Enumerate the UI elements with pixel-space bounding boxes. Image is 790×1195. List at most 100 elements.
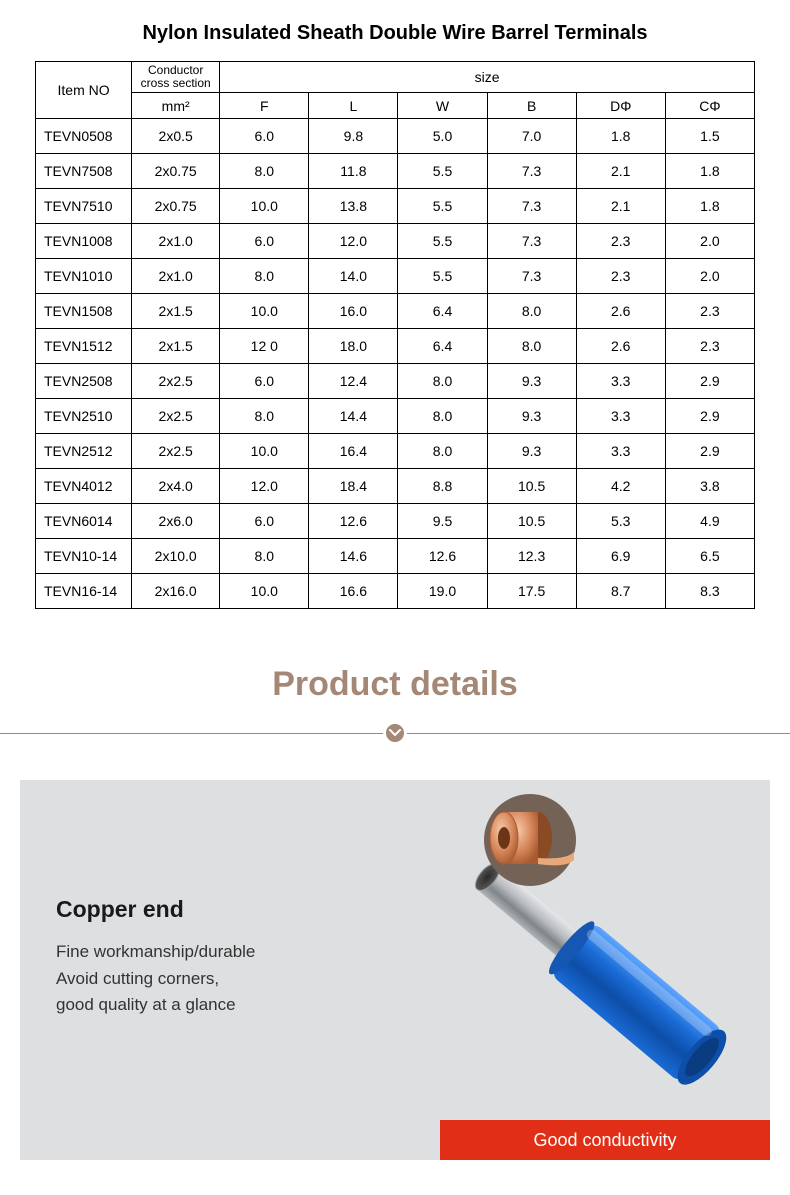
- cell-f: 6.0: [220, 364, 309, 399]
- cell-cs: 2x2.5: [132, 434, 220, 469]
- cell-w: 12.6: [398, 539, 487, 574]
- cell-b: 7.0: [487, 119, 576, 154]
- cell-l: 16.6: [309, 574, 398, 609]
- cell-b: 9.3: [487, 399, 576, 434]
- cell-d: 2.3: [576, 259, 665, 294]
- cell-c: 8.3: [665, 574, 754, 609]
- cell-d: 3.3: [576, 434, 665, 469]
- cell-l: 16.4: [309, 434, 398, 469]
- cell-item: TEVN7510: [36, 189, 132, 224]
- cell-item: TEVN1010: [36, 259, 132, 294]
- cell-c: 2.9: [665, 364, 754, 399]
- cell-c: 2.3: [665, 329, 754, 364]
- cell-cs: 2x0.5: [132, 119, 220, 154]
- cell-f: 10.0: [220, 294, 309, 329]
- table-row: TEVN15082x1.510.016.06.48.02.62.3: [36, 294, 755, 329]
- cell-w: 5.5: [398, 189, 487, 224]
- product-heading: Copper end: [56, 896, 255, 923]
- cell-b: 7.3: [487, 189, 576, 224]
- cell-item: TEVN1512: [36, 329, 132, 364]
- cell-l: 11.8: [309, 154, 398, 189]
- cell-b: 17.5: [487, 574, 576, 609]
- cell-b: 7.3: [487, 224, 576, 259]
- cell-f: 6.0: [220, 224, 309, 259]
- cell-cs: 2x1.5: [132, 294, 220, 329]
- cell-d: 2.1: [576, 189, 665, 224]
- col-c: CΦ: [665, 93, 754, 119]
- cell-f: 12.0: [220, 469, 309, 504]
- table-row: TEVN15122x1.512 018.06.48.02.62.3: [36, 329, 755, 364]
- table-row: TEVN25102x2.58.014.48.09.33.32.9: [36, 399, 755, 434]
- table-row: TEVN75082x0.758.011.85.57.32.11.8: [36, 154, 755, 189]
- col-l: L: [309, 93, 398, 119]
- cell-cs: 2x1.5: [132, 329, 220, 364]
- cell-l: 14.6: [309, 539, 398, 574]
- cell-cs: 2x0.75: [132, 154, 220, 189]
- cell-item: TEVN16-14: [36, 574, 132, 609]
- cell-cs: 2x4.0: [132, 469, 220, 504]
- col-size: size: [220, 62, 755, 93]
- col-b: B: [487, 93, 576, 119]
- cell-l: 16.0: [309, 294, 398, 329]
- cell-cs: 2x2.5: [132, 399, 220, 434]
- cell-c: 1.8: [665, 189, 754, 224]
- cell-l: 12.0: [309, 224, 398, 259]
- table-row: TEVN05082x0.56.09.85.07.01.81.5: [36, 119, 755, 154]
- desc-line: Avoid cutting corners,: [56, 966, 255, 992]
- conductivity-banner: Good conductivity: [440, 1120, 770, 1160]
- col-f: F: [220, 93, 309, 119]
- cell-c: 6.5: [665, 539, 754, 574]
- table-row: TEVN16-142x16.010.016.619.017.58.78.3: [36, 574, 755, 609]
- cell-c: 3.8: [665, 469, 754, 504]
- details-title: Product details: [0, 665, 790, 704]
- cell-w: 19.0: [398, 574, 487, 609]
- cell-w: 8.8: [398, 469, 487, 504]
- cell-c: 1.5: [665, 119, 754, 154]
- cell-f: 10.0: [220, 574, 309, 609]
- cell-l: 18.4: [309, 469, 398, 504]
- cell-l: 13.8: [309, 189, 398, 224]
- table-row: TEVN25082x2.56.012.48.09.33.32.9: [36, 364, 755, 399]
- cell-b: 10.5: [487, 504, 576, 539]
- cell-w: 8.0: [398, 364, 487, 399]
- cell-w: 6.4: [398, 294, 487, 329]
- cell-item: TEVN1008: [36, 224, 132, 259]
- cell-d: 8.7: [576, 574, 665, 609]
- desc-line: good quality at a glance: [56, 992, 255, 1018]
- cell-d: 3.3: [576, 364, 665, 399]
- cell-item: TEVN0508: [36, 119, 132, 154]
- cell-cs: 2x1.0: [132, 224, 220, 259]
- cell-cs: 2x1.0: [132, 259, 220, 294]
- cell-w: 5.5: [398, 224, 487, 259]
- cell-b: 7.3: [487, 259, 576, 294]
- cell-f: 8.0: [220, 259, 309, 294]
- cell-f: 10.0: [220, 434, 309, 469]
- cell-b: 9.3: [487, 364, 576, 399]
- cell-w: 8.0: [398, 399, 487, 434]
- table-row: TEVN10082x1.06.012.05.57.32.32.0: [36, 224, 755, 259]
- cell-item: TEVN10-14: [36, 539, 132, 574]
- table-row: TEVN60142x6.06.012.69.510.55.34.9: [36, 504, 755, 539]
- cell-d: 2.6: [576, 294, 665, 329]
- cell-f: 8.0: [220, 399, 309, 434]
- cell-f: 8.0: [220, 154, 309, 189]
- cell-l: 14.4: [309, 399, 398, 434]
- product-desc: Fine workmanship/durable Avoid cutting c…: [56, 939, 255, 1018]
- desc-line: Fine workmanship/durable: [56, 939, 255, 965]
- cell-item: TEVN6014: [36, 504, 132, 539]
- cell-b: 10.5: [487, 469, 576, 504]
- table-row: TEVN10102x1.08.014.05.57.32.32.0: [36, 259, 755, 294]
- cell-l: 14.0: [309, 259, 398, 294]
- cell-d: 2.6: [576, 329, 665, 364]
- cell-b: 7.3: [487, 154, 576, 189]
- spec-table: Item NO Conductor cross section size mm²…: [35, 61, 755, 609]
- cell-item: TEVN1508: [36, 294, 132, 329]
- cell-c: 2.9: [665, 434, 754, 469]
- table-row: TEVN10-142x10.08.014.612.612.36.96.5: [36, 539, 755, 574]
- col-d: DΦ: [576, 93, 665, 119]
- cell-d: 2.3: [576, 224, 665, 259]
- cell-d: 1.8: [576, 119, 665, 154]
- cell-cs: 2x10.0: [132, 539, 220, 574]
- cell-w: 8.0: [398, 434, 487, 469]
- cell-d: 2.1: [576, 154, 665, 189]
